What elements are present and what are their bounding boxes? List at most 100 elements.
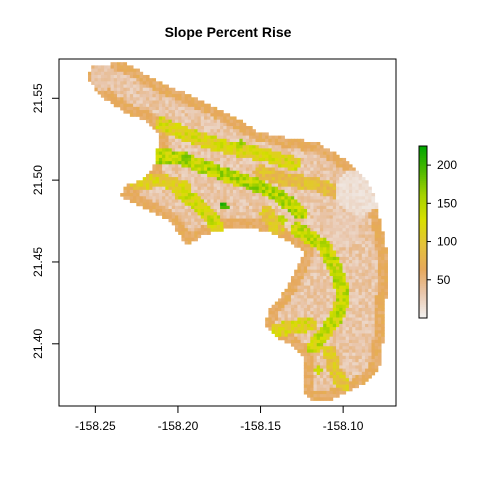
raster-cell xyxy=(326,359,330,363)
raster-cell xyxy=(336,240,340,245)
raster-cell xyxy=(226,148,231,152)
raster-cell xyxy=(268,164,273,168)
raster-cell xyxy=(220,224,224,229)
legend-color-step xyxy=(419,254,427,258)
raster-cell xyxy=(307,170,311,175)
raster-cell xyxy=(345,279,350,283)
raster-cell xyxy=(313,256,318,261)
raster-cell xyxy=(374,282,379,287)
raster-cell xyxy=(300,260,305,264)
raster-cell xyxy=(303,349,308,354)
raster-cell xyxy=(261,148,266,152)
raster-cell xyxy=(313,333,318,338)
raster-cell xyxy=(307,221,311,226)
raster-cell xyxy=(371,231,376,235)
legend-color-step xyxy=(419,163,427,166)
raster-cell xyxy=(142,106,147,111)
raster-cell xyxy=(191,167,195,172)
raster-cell xyxy=(326,221,330,226)
raster-cell xyxy=(226,132,231,136)
raster-cell xyxy=(281,215,285,219)
raster-cell xyxy=(326,307,330,312)
raster-cell xyxy=(278,193,282,197)
raster-cell xyxy=(271,164,276,168)
raster-cell xyxy=(155,100,160,105)
raster-cell xyxy=(290,193,295,197)
raster-cell xyxy=(374,272,379,277)
raster-cell xyxy=(168,119,173,124)
raster-cell xyxy=(355,205,359,210)
raster-cell xyxy=(381,279,385,283)
raster-cell xyxy=(323,362,327,366)
raster-cell xyxy=(187,119,192,124)
raster-cell xyxy=(213,119,218,124)
raster-cell xyxy=(216,141,221,146)
raster-cell xyxy=(145,183,150,188)
raster-cell xyxy=(261,193,266,197)
raster-cell xyxy=(332,228,337,232)
raster-cell xyxy=(313,173,318,178)
raster-cell xyxy=(274,154,279,159)
raster-cell xyxy=(216,110,221,114)
raster-cell xyxy=(236,199,240,204)
raster-cell xyxy=(149,106,153,111)
raster-cell xyxy=(158,193,163,197)
raster-cell xyxy=(232,132,237,136)
raster-cell xyxy=(326,199,330,204)
raster-cell xyxy=(142,177,147,181)
raster-cell xyxy=(336,244,340,248)
legend-color-step xyxy=(419,316,427,319)
raster-cell xyxy=(319,231,324,235)
raster-cell xyxy=(313,234,318,239)
raster-cell xyxy=(171,209,176,213)
raster-cell xyxy=(323,269,327,274)
raster-cell xyxy=(220,183,224,188)
raster-cell xyxy=(239,151,244,156)
raster-cell xyxy=(223,151,227,156)
raster-cell xyxy=(149,90,153,95)
raster-cell xyxy=(319,378,324,382)
raster-cell xyxy=(232,212,237,216)
raster-cell xyxy=(261,189,266,194)
raster-cell xyxy=(287,205,292,210)
raster-cell xyxy=(348,189,353,194)
raster-cell xyxy=(258,148,263,152)
raster-cell xyxy=(319,323,324,328)
raster-cell xyxy=(355,224,359,229)
raster-cell xyxy=(290,170,295,175)
raster-cell xyxy=(332,247,337,251)
raster-cell xyxy=(232,170,237,175)
raster-cell xyxy=(313,205,318,210)
raster-cell xyxy=(319,349,324,354)
raster-cell xyxy=(252,145,256,149)
raster-cell xyxy=(316,298,321,302)
raster-cell xyxy=(342,333,347,338)
raster-cell xyxy=(358,330,363,334)
raster-cell xyxy=(361,378,366,382)
raster-cell xyxy=(316,205,321,210)
raster-cell xyxy=(287,183,292,188)
raster-cell xyxy=(297,167,301,172)
raster-cell xyxy=(339,390,343,395)
raster-cell xyxy=(368,304,372,309)
raster-cell xyxy=(271,138,276,143)
raster-cell xyxy=(303,272,308,277)
raster-cell xyxy=(297,148,301,152)
raster-cell xyxy=(162,186,166,191)
raster-cell xyxy=(261,205,266,210)
raster-cell xyxy=(145,87,150,92)
raster-cell xyxy=(203,106,208,111)
raster-cell xyxy=(210,209,215,213)
raster-cell xyxy=(178,132,182,136)
raster-cell xyxy=(358,307,363,312)
raster-cell xyxy=(371,234,376,239)
raster-cell xyxy=(200,180,205,184)
raster-cell xyxy=(229,215,234,219)
raster-cell xyxy=(236,141,240,146)
raster-cell xyxy=(326,183,330,188)
raster-cell xyxy=(303,148,308,152)
raster-cell xyxy=(139,196,144,200)
raster-cell xyxy=(329,368,334,373)
raster-cell xyxy=(239,138,244,143)
raster-cell xyxy=(210,154,215,159)
